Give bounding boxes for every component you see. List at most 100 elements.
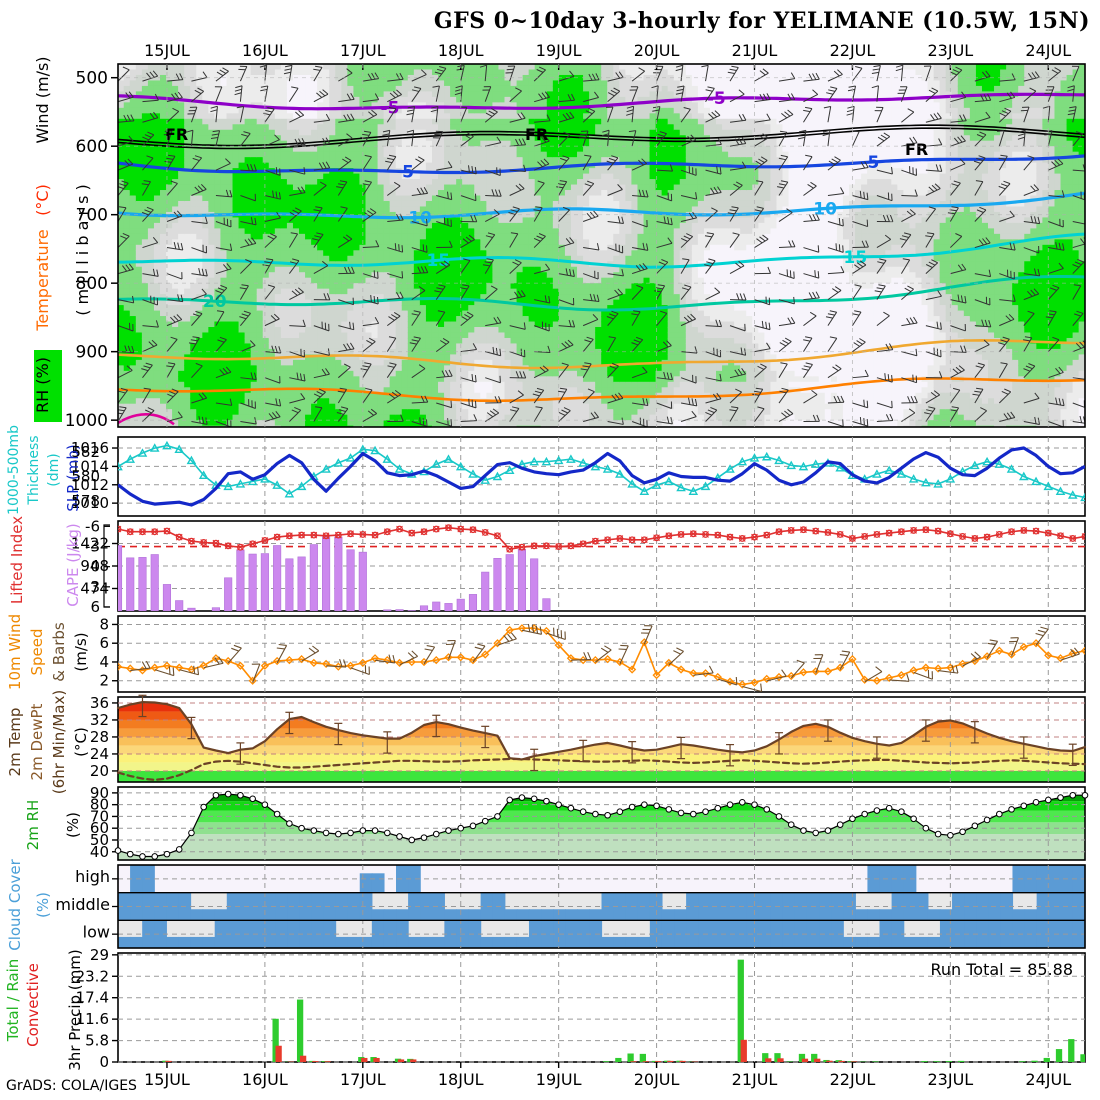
rh-cell <box>456 179 463 186</box>
rh-cell <box>552 409 560 416</box>
rh-cell <box>377 337 385 345</box>
rh-cell <box>153 91 161 98</box>
rh-cell <box>456 321 463 328</box>
rh-cell <box>250 332 258 339</box>
rh-cell <box>311 310 318 317</box>
rh-cell <box>431 354 439 361</box>
rh-cell <box>129 190 137 197</box>
rh-cell <box>389 102 397 109</box>
rh-cell <box>299 91 306 98</box>
rh-cell <box>425 124 433 131</box>
rh-cell <box>292 370 300 377</box>
rh-cell <box>371 91 379 98</box>
rh-cell <box>486 272 494 279</box>
rh-cell <box>558 107 566 114</box>
rh-cell <box>413 354 421 361</box>
rh-cell <box>480 272 487 279</box>
rh-cell <box>123 206 131 213</box>
rh-cell <box>498 376 506 383</box>
rh-cell <box>214 337 222 345</box>
rh-cell <box>262 288 270 295</box>
rh-cell <box>395 359 403 366</box>
rh-cell <box>329 91 336 98</box>
rh-cell <box>118 343 125 350</box>
rh-cell <box>480 288 487 295</box>
rh-cell <box>492 80 500 87</box>
rh-cell <box>118 381 125 388</box>
rh-cell <box>238 359 246 366</box>
rh-cell <box>456 337 463 345</box>
rh-cell <box>438 222 445 229</box>
rh-cell <box>256 69 264 76</box>
rh-cell <box>135 129 143 136</box>
rh-cell <box>389 288 397 295</box>
rh-cell <box>160 299 167 306</box>
rh-cell <box>510 173 518 180</box>
rh-cell <box>365 80 373 87</box>
rh-cell <box>280 157 288 164</box>
rh-cell <box>196 135 203 142</box>
rh-cell <box>178 305 185 312</box>
rh-cell <box>118 376 125 383</box>
rh-cell <box>383 74 391 82</box>
rh-cell <box>516 283 524 290</box>
rh-cell <box>305 277 312 284</box>
rh-cell <box>546 321 554 328</box>
rh-cell <box>208 200 215 208</box>
rh-cell <box>401 244 409 251</box>
rh-cell <box>335 179 342 186</box>
rh-cell <box>450 321 457 328</box>
rh-cell <box>504 135 512 142</box>
rh-cell <box>540 190 548 197</box>
rh-cell <box>431 222 439 229</box>
rh-cell <box>552 337 560 345</box>
rh-cell <box>516 305 524 312</box>
rh-cell <box>377 348 385 355</box>
rh-cell <box>153 294 161 301</box>
rh-cell <box>153 376 161 383</box>
rh-cell <box>431 173 439 180</box>
rh-cell <box>311 376 318 383</box>
rh-cell <box>256 118 264 125</box>
rh-cell <box>299 118 306 125</box>
rh-cell <box>504 337 512 345</box>
rh-cell <box>534 217 542 224</box>
rh-cell <box>486 288 494 295</box>
rh-cell <box>365 359 373 366</box>
rh-cell <box>552 140 560 147</box>
rh-cell <box>250 272 258 279</box>
rh-cell <box>504 294 512 301</box>
rh-cell <box>196 283 203 290</box>
rh-cell <box>540 146 548 153</box>
rh-cell <box>317 195 324 202</box>
rh-cell <box>389 376 397 383</box>
rh-cell <box>371 392 379 399</box>
rh-cell <box>492 365 500 372</box>
rh-cell <box>262 157 270 164</box>
rh-cell <box>456 392 463 399</box>
rh-cell <box>153 250 161 257</box>
rh-cell <box>129 217 137 224</box>
rh-cell <box>558 80 566 87</box>
rh-cell <box>147 135 155 142</box>
rh-cell <box>250 107 258 114</box>
rh-cell <box>166 332 173 339</box>
rh-cell <box>407 365 415 372</box>
rh-cell <box>395 124 403 131</box>
rh-cell <box>196 398 203 405</box>
rh-cell <box>268 146 276 153</box>
rh-cell <box>480 354 487 361</box>
rh-cell <box>492 327 500 334</box>
rh-cell <box>280 387 288 394</box>
rh-cell <box>534 195 542 202</box>
rh-cell <box>184 327 191 334</box>
rh-cell <box>558 173 566 180</box>
rh-cell <box>166 420 173 427</box>
rh-cell <box>498 107 506 114</box>
rh-cell <box>123 80 131 87</box>
rh-cell <box>329 365 336 372</box>
rh-cell <box>498 414 506 421</box>
rh-cell <box>504 316 512 323</box>
rh-cell <box>317 250 324 257</box>
rh-cell <box>135 217 143 224</box>
